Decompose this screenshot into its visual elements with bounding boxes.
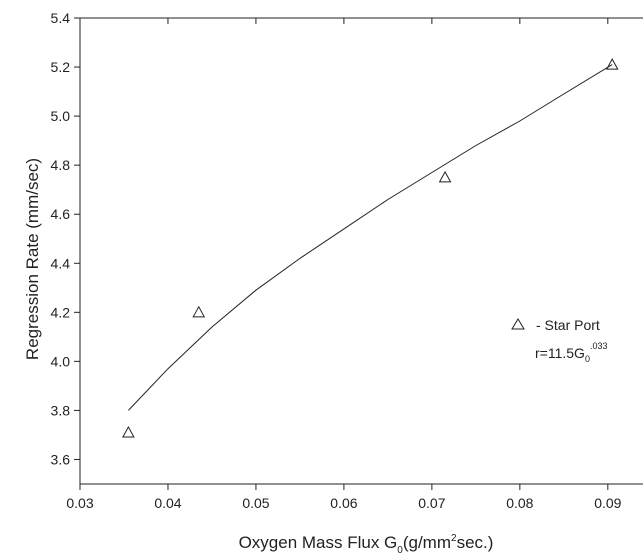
data-points-layer — [122, 58, 619, 438]
x-tick-label: 0.04 — [154, 495, 181, 511]
legend: - Star Port r=11.5G0.033 — [511, 317, 607, 364]
legend-fit-superscript: .033 — [590, 341, 608, 351]
x-tick-label: 0.05 — [242, 495, 269, 511]
axes — [79, 17, 643, 485]
legend-fit-equation: r=11.5G0.033 — [535, 341, 607, 364]
y-tick-label: 4.0 — [51, 353, 71, 369]
y-tick-label: 3.8 — [51, 402, 71, 418]
fit-curve-layer — [128, 64, 613, 411]
y-tick-label: 4.6 — [51, 206, 71, 222]
data-point-triangle — [122, 425, 135, 438]
x-tick-label: 0.09 — [594, 495, 621, 511]
x-axis-label-superscript: 2 — [451, 533, 457, 544]
y-axis-ticks: 3.6 3.8 4.0 4.2 4.4 4.6 4.8 5.0 5.2 5.4 — [51, 10, 80, 467]
y-tick-label: 4.4 — [51, 255, 71, 271]
legend-marker-triangle — [511, 318, 525, 330]
x-axis-label: Oxygen Mass Flux G0(g/mm2sec.) — [239, 533, 494, 556]
fit-curve-line — [128, 64, 613, 411]
x-tick-label: 0.06 — [330, 495, 357, 511]
y-tick-label: 5.2 — [51, 59, 71, 75]
y-tick-label: 5.4 — [51, 10, 71, 26]
data-point-triangle — [192, 305, 206, 318]
x-tick-label: 0.07 — [418, 495, 445, 511]
y-tick-label: 4.8 — [51, 157, 71, 173]
y-tick-label: 4.2 — [51, 304, 71, 320]
legend-fit-subscript: 0 — [585, 354, 590, 364]
y-tick-label: 3.6 — [51, 451, 71, 467]
y-axis-label: Regression Rate (mm/sec) — [23, 158, 42, 360]
x-axis-label-prefix: Oxygen Mass Flux G — [239, 533, 398, 552]
x-axis-label-subscript: 0 — [397, 545, 403, 556]
x-tick-label: 0.08 — [506, 495, 533, 511]
x-axis-label-suffix: sec.) — [457, 533, 494, 552]
data-point-triangle — [438, 170, 452, 183]
x-tick-label: 0.03 — [66, 495, 93, 511]
x-axis-ticks: 0.03 0.04 0.05 0.06 0.07 0.08 0.09 — [66, 18, 622, 511]
legend-fit-prefix: r=11.5G — [535, 345, 585, 361]
x-axis-label-mid: (g/mm — [403, 533, 451, 552]
data-point-triangle — [605, 58, 619, 70]
legend-series-name: - Star Port — [536, 317, 600, 333]
y-tick-label: 5.0 — [51, 108, 71, 124]
